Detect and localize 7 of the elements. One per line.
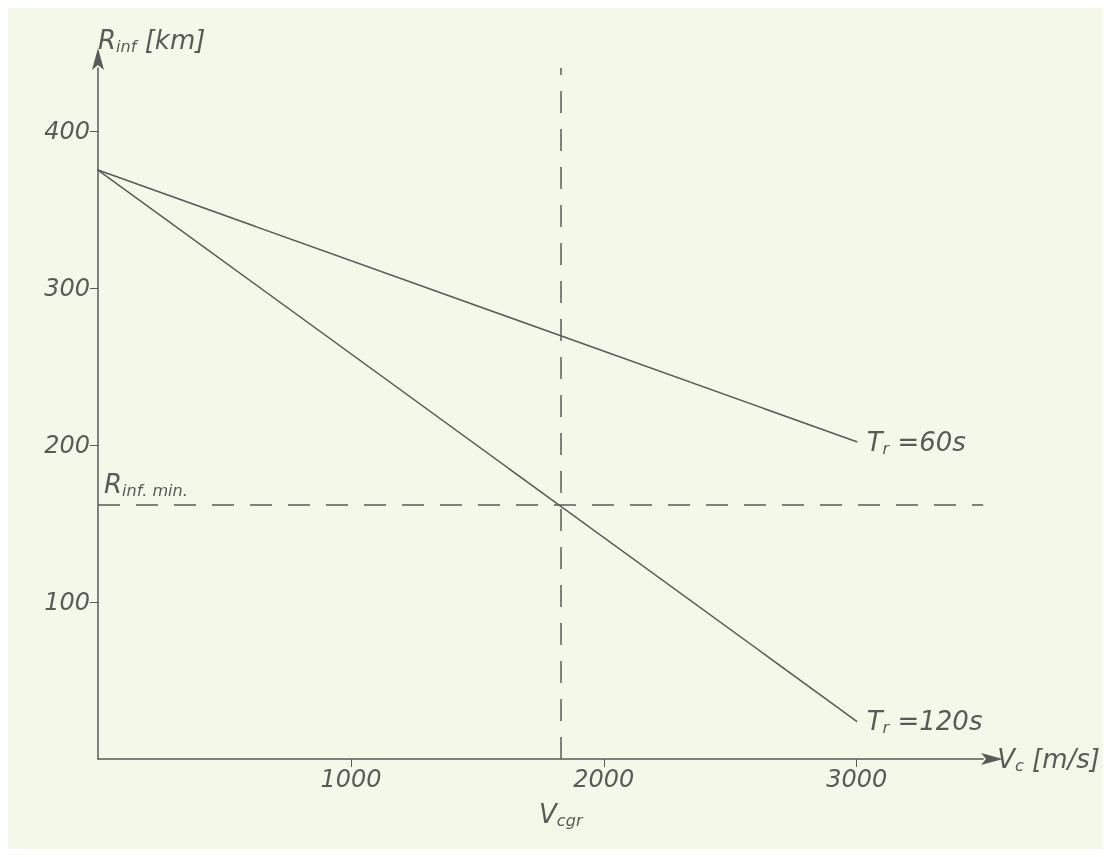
x-tick-label: 1000 (320, 765, 382, 793)
y-tick-label: 100 (44, 587, 90, 616)
x-tick-label: 2000 (573, 765, 635, 793)
y-tick-label: 200 (44, 430, 90, 459)
y-tick-label: 300 (44, 273, 90, 302)
x-tick-label: 3000 (826, 765, 888, 793)
y-tick-label: 400 (44, 116, 90, 145)
